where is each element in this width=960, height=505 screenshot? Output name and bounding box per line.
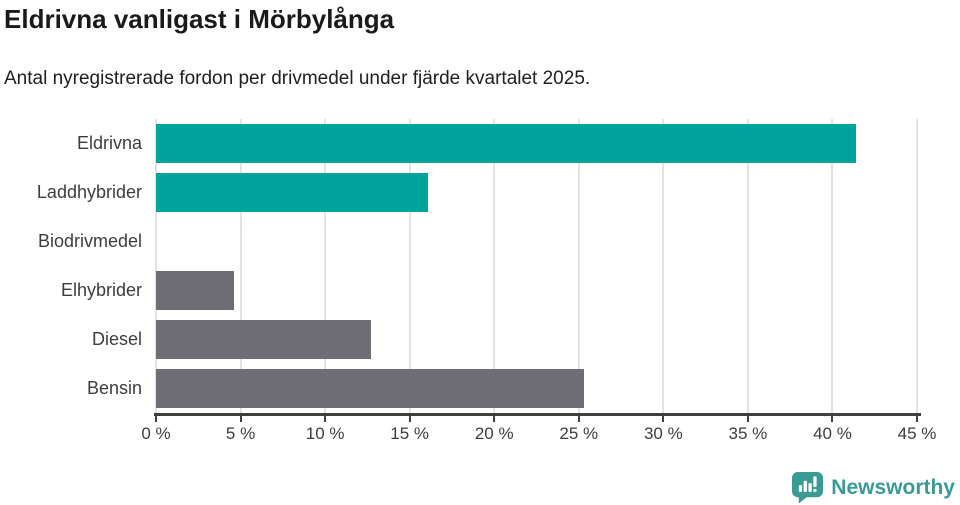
gridline bbox=[408, 119, 411, 413]
gridline bbox=[493, 119, 496, 413]
bar-eldrivna bbox=[156, 124, 857, 163]
x-axis-tick bbox=[155, 413, 157, 422]
category-label: Diesel bbox=[91, 329, 142, 349]
x-axis-tick bbox=[746, 413, 749, 422]
x-tick-label: 5 % bbox=[225, 424, 256, 443]
gridline bbox=[831, 119, 834, 413]
gridline bbox=[916, 119, 918, 413]
page-title: Eldrivna vanligast i Mörbylånga bbox=[4, 4, 395, 34]
gridline bbox=[746, 119, 749, 413]
newsworthy-logo: Newsworthy bbox=[792, 472, 955, 504]
x-tick-label: 35 % bbox=[728, 424, 768, 443]
bar-bensin bbox=[156, 369, 584, 408]
page-subtitle: Antal nyregistrerade fordon per drivmede… bbox=[4, 68, 591, 89]
bar-diesel bbox=[156, 320, 371, 359]
bar-laddhybrider bbox=[156, 173, 429, 212]
newsworthy-icon bbox=[792, 472, 824, 504]
x-tick-label: 10 % bbox=[305, 424, 345, 443]
category-label: Elhybrider bbox=[60, 280, 142, 300]
gridline bbox=[662, 119, 665, 413]
x-axis-tick bbox=[408, 413, 411, 422]
x-axis-line bbox=[154, 413, 921, 416]
category-label: Biodrivmedel bbox=[37, 231, 142, 251]
bar-elhybrider bbox=[156, 271, 234, 310]
x-axis-tick bbox=[916, 413, 918, 422]
x-tick-label: 0 % bbox=[141, 424, 171, 443]
x-axis-tick bbox=[324, 413, 327, 422]
x-tick-label: 45 % bbox=[897, 424, 937, 443]
newsworthy-wordmark: Newsworthy bbox=[831, 476, 955, 499]
x-tick-label: 30 % bbox=[643, 424, 683, 443]
x-axis-tick bbox=[577, 413, 580, 422]
x-axis-tick bbox=[662, 413, 665, 422]
category-label: Eldrivna bbox=[76, 133, 142, 153]
x-tick-label: 20 % bbox=[474, 424, 514, 443]
x-axis-tick bbox=[493, 413, 496, 422]
x-axis-tick bbox=[831, 413, 834, 422]
gridline bbox=[155, 119, 157, 413]
gridline bbox=[577, 119, 580, 413]
category-label: Laddhybrider bbox=[36, 182, 142, 202]
x-tick-label: 15 % bbox=[390, 424, 430, 443]
gridline bbox=[324, 119, 327, 413]
x-tick-label: 40 % bbox=[813, 424, 852, 443]
x-axis-tick bbox=[239, 413, 242, 422]
category-label: Bensin bbox=[86, 378, 142, 398]
gridline bbox=[239, 119, 242, 413]
bar-chart: Eldrivna Laddhybrider Biodrivmedel Elhybrid… bbox=[36, 119, 937, 443]
x-tick-label: 25 % bbox=[559, 424, 599, 443]
